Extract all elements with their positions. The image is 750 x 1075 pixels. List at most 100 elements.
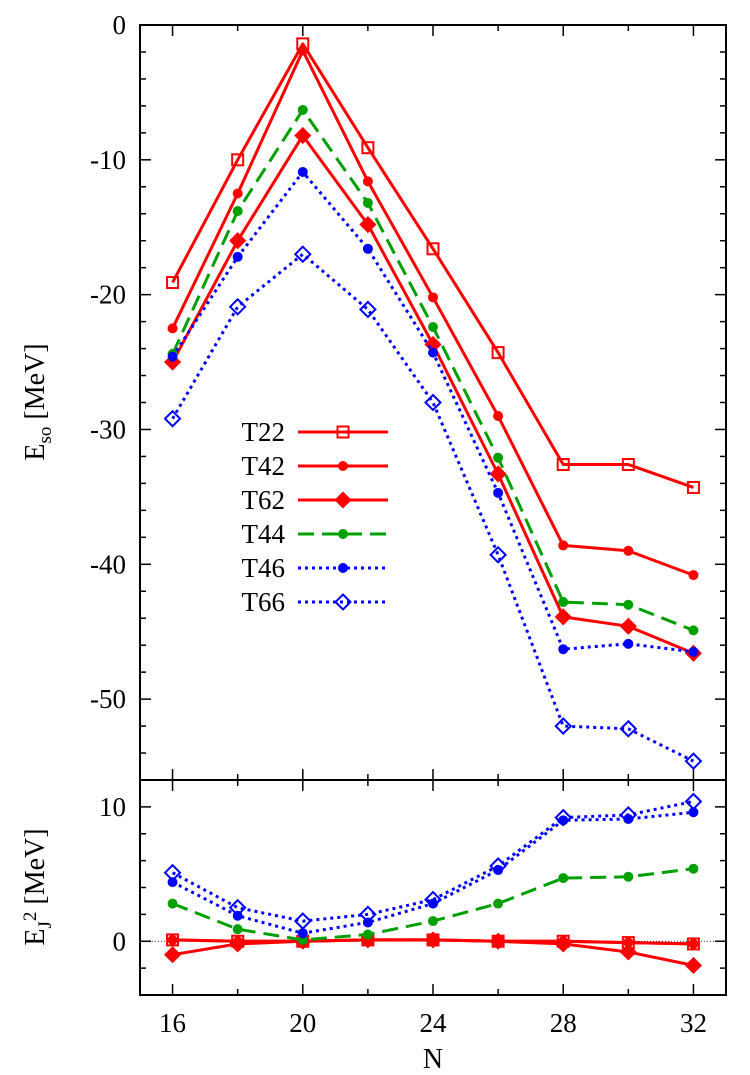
top-point-t42 <box>297 45 308 56</box>
bottom-point-t62 <box>684 956 703 974</box>
bottom-point-t46 <box>167 877 178 888</box>
top-point-t44 <box>558 597 569 608</box>
bottom-point-t44 <box>558 873 569 884</box>
top-point-t62 <box>294 126 312 145</box>
legend-label-t62: T62 <box>242 485 286 515</box>
legend-label-t44: T44 <box>242 519 286 549</box>
top-point-t44 <box>362 197 373 208</box>
top-ylabel: Eso [MeV] <box>20 343 56 460</box>
bottom-point-t66 <box>619 806 638 824</box>
bottom-frame <box>139 779 727 996</box>
top-point-t66 <box>619 719 638 738</box>
bottom-point-t66 <box>554 808 573 827</box>
bottom-xtick-label: 24 <box>420 1008 448 1038</box>
top-point-t62 <box>489 465 507 483</box>
bottom-point-t42 <box>167 934 178 945</box>
bottom-point-t66 <box>163 863 182 882</box>
top-ylabel-main: E <box>20 444 51 461</box>
bottom-ylabel-sub: J <box>35 921 56 928</box>
legend-label-t42: T42 <box>242 451 286 481</box>
bottom-point-t62 <box>229 935 247 953</box>
top-point-t42 <box>623 545 634 556</box>
top-point-t22 <box>621 458 635 472</box>
top-point-t46 <box>493 487 504 498</box>
axis-titles: Eso [MeV]EJ2 [MeV]N <box>20 343 443 1075</box>
bottom-point-t44 <box>428 916 438 927</box>
bottom-ylabel-sup: 2 <box>20 912 41 922</box>
top-point-t46 <box>297 166 308 177</box>
bottom-point-t66 <box>358 905 377 924</box>
bottom-point-t42 <box>688 938 699 949</box>
top-point-t46 <box>688 646 699 657</box>
top-point-t22 <box>166 276 180 290</box>
top-point-t44 <box>232 206 243 217</box>
bottom-point-t62 <box>163 946 182 964</box>
bottom-point-t66 <box>684 792 703 811</box>
top-point-t44 <box>297 104 308 115</box>
bottom-point-t44 <box>623 871 634 882</box>
bottom-series-t44 <box>167 863 699 945</box>
top-point-t44 <box>428 322 438 332</box>
legend-marker-t42 <box>338 461 348 471</box>
top-point-t62 <box>229 232 247 250</box>
legend-marker-t44 <box>338 529 348 539</box>
top-panel-so-energy: 0 -10 -20 -30 -40 -50 <box>90 10 727 781</box>
top-point-t22 <box>491 346 505 360</box>
bottom-point-t44 <box>167 898 178 909</box>
top-point-t62 <box>359 215 377 234</box>
bottom-xtick-label: 32 <box>680 1008 707 1038</box>
top-point-t44 <box>688 625 699 636</box>
top-point-t66 <box>358 300 377 319</box>
top-point-t42 <box>167 323 178 334</box>
top-point-t46 <box>167 351 178 362</box>
bottom-point-t62 <box>619 943 637 961</box>
bottom-panel-j2-energy: 16 20 24 28 32 10 0 <box>99 779 727 1038</box>
top-point-t42 <box>362 176 373 187</box>
bottom-xtick-label: 20 <box>289 1008 316 1038</box>
top-point-t42 <box>428 292 438 303</box>
bottom-series-t66 <box>163 792 703 931</box>
bottom-point-t66 <box>228 898 247 917</box>
bottom-point-t66 <box>489 857 508 875</box>
bottom-point-t62 <box>554 935 572 953</box>
top-point-t46 <box>362 243 373 254</box>
legend-marker-t62 <box>334 491 352 509</box>
top-point-t44 <box>623 599 634 610</box>
top-ytick-label: -10 <box>90 145 126 175</box>
bottom-line-t46 <box>171 810 694 935</box>
top-point-t66 <box>228 297 247 316</box>
top-point-t66 <box>684 752 703 771</box>
top-point-t42 <box>493 410 504 421</box>
bottom-point-t62 <box>424 931 442 949</box>
top-point-t22 <box>686 480 700 494</box>
bottom-point-t44 <box>688 863 699 874</box>
bottom-point-t66 <box>293 912 312 931</box>
top-point-t42 <box>688 570 699 581</box>
bottom-ytick-label: 0 <box>113 926 127 956</box>
top-point-t22 <box>231 153 245 167</box>
legend-label-t66: T66 <box>242 587 286 617</box>
bottom-point-t44 <box>232 924 243 935</box>
top-point-t42 <box>232 188 243 199</box>
top-point-t22 <box>426 242 440 256</box>
top-series-t46 <box>167 166 699 657</box>
top-point-t66 <box>489 545 508 564</box>
bottom-series-t62 <box>163 931 703 974</box>
top-point-t42 <box>558 540 569 551</box>
legend-marker-t46 <box>338 563 348 573</box>
top-ytick-label: -50 <box>90 684 126 714</box>
bottom-point-t62 <box>489 932 507 950</box>
bottom-point-t66 <box>424 890 442 909</box>
top-point-t62 <box>554 608 572 626</box>
legend-marker-t22 <box>336 425 350 439</box>
legend: T22 T42 T62 T44 T46 T66 <box>242 417 388 617</box>
bottom-ylabel: EJ2 [MeV] <box>20 828 56 945</box>
top-frame <box>139 24 727 781</box>
top-point-t46 <box>428 347 438 358</box>
top-ylabel-unit: [MeV] <box>20 343 51 426</box>
top-point-t46 <box>558 644 569 655</box>
top-point-t66 <box>163 409 182 428</box>
top-series-t42 <box>167 45 699 581</box>
top-point-t46 <box>232 251 243 262</box>
